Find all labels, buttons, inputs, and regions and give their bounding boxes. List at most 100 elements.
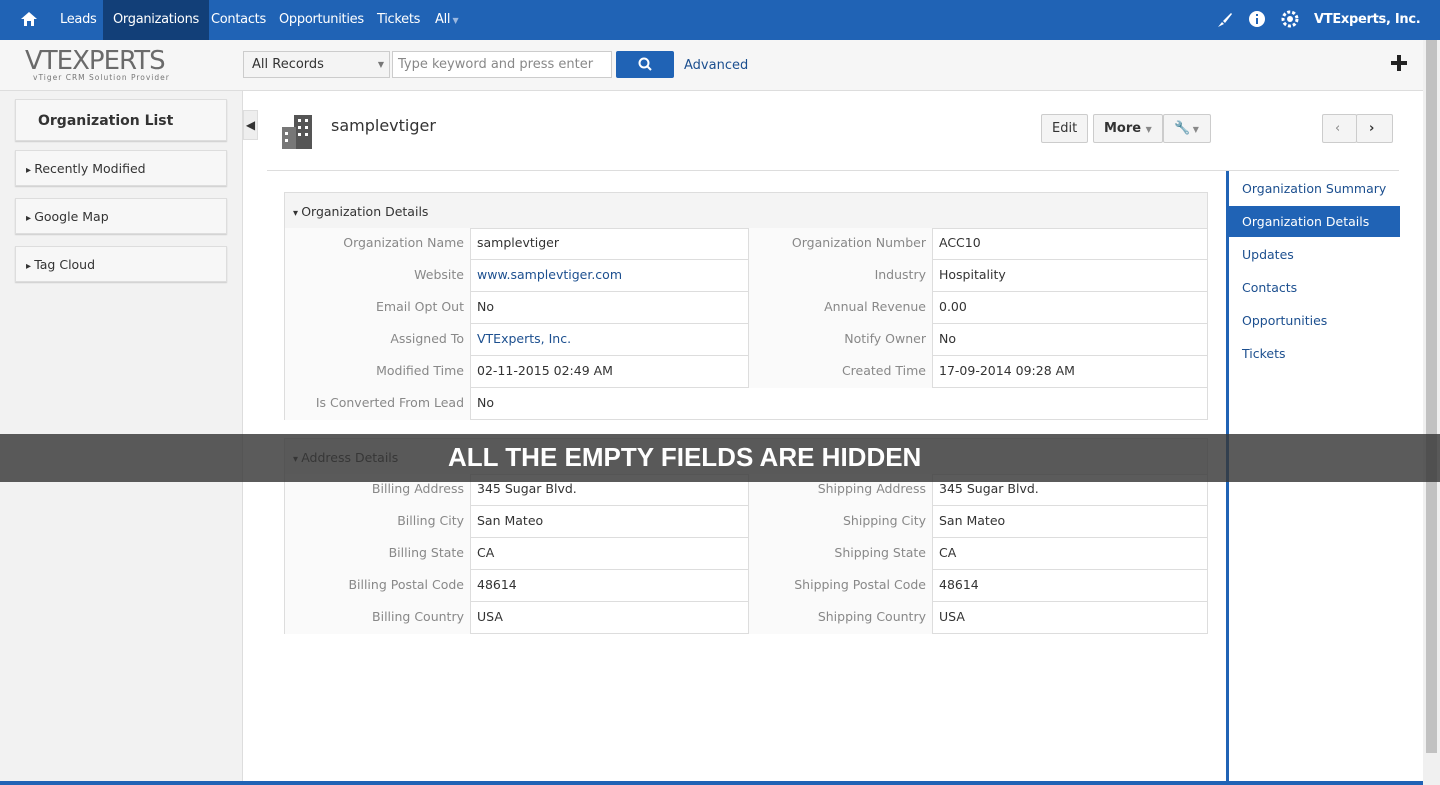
field-value[interactable]: VTExperts, Inc. bbox=[471, 324, 749, 356]
sidebar-item-text: Recently Modified bbox=[34, 161, 146, 176]
field-value: samplevtiger bbox=[471, 228, 749, 260]
field-value: San Mateo bbox=[471, 506, 749, 538]
field-label: Industry bbox=[749, 260, 933, 292]
field-label: Organization Name bbox=[285, 228, 471, 260]
more-text: More bbox=[1104, 121, 1142, 136]
logo-tagline: vTiger CRM Solution Provider bbox=[33, 73, 170, 82]
field-row: Billing State CA Shipping State CA bbox=[284, 538, 1208, 570]
field-row: Email Opt Out No Annual Revenue 0.00 bbox=[284, 292, 1208, 324]
collapse-toggle[interactable]: ◀ bbox=[243, 110, 258, 140]
nav-item[interactable]: Organizations bbox=[103, 0, 209, 40]
next-button[interactable]: › bbox=[1356, 114, 1393, 143]
field-label: Created Time bbox=[749, 356, 933, 388]
field-row: Billing City San Mateo Shipping City San Ma… bbox=[284, 506, 1208, 538]
field-value: No bbox=[939, 331, 956, 346]
tools-button[interactable]: 🔧 ▼ bbox=[1163, 114, 1211, 143]
field-label: Shipping City bbox=[749, 506, 933, 538]
field-row: Website www.samplevtiger.com Industry Hospi… bbox=[284, 260, 1208, 292]
field-value: No bbox=[477, 395, 494, 410]
field-row: Assigned To VTExperts, Inc. Notify Owner No bbox=[284, 324, 1208, 356]
field-row: Organization Name samplevtiger Organizatio… bbox=[284, 228, 1208, 260]
field-label: Email Opt Out bbox=[285, 292, 471, 324]
scope-text: All Records bbox=[252, 57, 324, 72]
field-value: Hospitality bbox=[939, 267, 1006, 282]
org-icon bbox=[282, 115, 312, 149]
field-value: ACC10 bbox=[939, 235, 981, 250]
field-value: 48614 bbox=[939, 577, 979, 592]
add-icon[interactable] bbox=[1390, 54, 1408, 72]
nav-item[interactable]: Contacts bbox=[211, 12, 266, 27]
info-icon[interactable] bbox=[1248, 10, 1266, 28]
divider bbox=[267, 170, 1399, 171]
field-value[interactable]: www.samplevtiger.com bbox=[471, 260, 749, 292]
field-row: Modified Time 02-11-2015 02:49 AM Created … bbox=[284, 356, 1208, 388]
field-label: Annual Revenue bbox=[749, 292, 933, 324]
field-value: CA bbox=[471, 538, 749, 570]
field-label: Shipping Country bbox=[749, 602, 933, 634]
field-value: 345 Sugar Blvd. bbox=[471, 474, 749, 506]
footer-bar bbox=[0, 781, 1423, 785]
search-button[interactable] bbox=[616, 51, 674, 78]
field-value: 17-09-2014 09:28 AM bbox=[939, 363, 1075, 378]
brush-icon[interactable] bbox=[1215, 10, 1235, 30]
field-row: Billing Postal Code 48614 Shipping Postal … bbox=[284, 570, 1208, 602]
related-link[interactable]: Organization Details bbox=[1228, 206, 1400, 237]
field-row: Billing Country USA Shipping Country USA bbox=[284, 602, 1208, 634]
related-link[interactable]: Updates bbox=[1242, 247, 1294, 262]
nav-item[interactable]: Opportunities bbox=[279, 12, 364, 27]
field-row: Is Converted From Lead No bbox=[284, 388, 1208, 420]
field-label: Billing City bbox=[285, 506, 471, 538]
edit-button[interactable]: Edit bbox=[1041, 114, 1089, 143]
field-label: Billing State bbox=[285, 538, 471, 570]
field-label: Billing Country bbox=[285, 602, 471, 634]
nav-item[interactable]: Leads bbox=[60, 12, 97, 27]
sidebar-item-text: Tag Cloud bbox=[34, 257, 96, 272]
block-title: Organization Details bbox=[301, 204, 429, 219]
sidebar-title: Organization List bbox=[15, 99, 227, 141]
nav-item[interactable]: Tickets bbox=[377, 12, 421, 27]
top-nav: VTExperts, Inc. ▼ Leads OrganizationsCont… bbox=[0, 0, 1440, 66]
banner: ALL THE EMPTY FIELDS ARE HIDDEN bbox=[0, 434, 1440, 482]
field-label: Shipping Postal Code bbox=[749, 570, 933, 602]
home-icon[interactable] bbox=[20, 10, 38, 28]
field-label: Modified Time bbox=[285, 356, 471, 388]
field-value: CA bbox=[939, 545, 957, 560]
field-label: Assigned To bbox=[285, 324, 471, 356]
field-label: Shipping State bbox=[749, 538, 933, 570]
sidebar-item[interactable]: ▸ Recently Modified bbox=[15, 150, 227, 186]
field-value: USA bbox=[471, 602, 749, 634]
banner-text: ALL THE EMPTY FIELDS ARE HIDDEN bbox=[448, 442, 922, 472]
field-value: No bbox=[471, 292, 749, 324]
user-menu[interactable]: VTExperts, Inc. ▼ bbox=[1304, 0, 1440, 66]
user-name[interactable]: VTExperts, Inc. bbox=[1314, 12, 1421, 27]
record-name: samplevtiger bbox=[331, 116, 436, 135]
field-value: 345 Sugar Blvd. bbox=[939, 481, 1039, 496]
settings-icon[interactable] bbox=[1281, 10, 1299, 28]
sidebar-item-text: Google Map bbox=[34, 209, 109, 224]
advanced-link[interactable]: Advanced bbox=[684, 58, 749, 73]
field-value: 48614 bbox=[471, 570, 749, 602]
search-bar: VTEXPERTS vTiger CRM Solution Provider A… bbox=[0, 40, 1423, 91]
field-label: Organization Number bbox=[749, 228, 933, 260]
related-link[interactable]: Tickets bbox=[1242, 346, 1286, 361]
search-input[interactable]: Type keyword and press enter bbox=[392, 51, 612, 78]
nav-item[interactable]: All ▼ bbox=[435, 12, 459, 27]
field-value: 0.00 bbox=[939, 299, 967, 314]
more-button[interactable]: More ▼ bbox=[1093, 114, 1163, 143]
related-link[interactable]: Organization Summary bbox=[1242, 181, 1387, 196]
sidebar-item[interactable]: ▸ Tag Cloud bbox=[15, 246, 227, 282]
field-value: 02-11-2015 02:49 AM bbox=[471, 356, 749, 388]
scope-select[interactable]: All Records ▼ bbox=[243, 51, 390, 78]
field-value: USA bbox=[939, 609, 965, 624]
field-label: Is Converted From Lead bbox=[285, 388, 471, 420]
scrollbar bbox=[1423, 40, 1440, 785]
logo[interactable]: VTEXPERTS bbox=[25, 46, 166, 76]
block-header[interactable]: ▾ Organization Details bbox=[284, 192, 1208, 229]
field-label: Website bbox=[285, 260, 471, 292]
prev-button[interactable]: ‹ bbox=[1322, 114, 1357, 143]
related-link[interactable]: Contacts bbox=[1242, 280, 1298, 295]
field-label: Notify Owner bbox=[749, 324, 933, 356]
related-link[interactable]: Opportunities bbox=[1242, 313, 1328, 328]
sidebar-item[interactable]: ▸ Google Map bbox=[15, 198, 227, 234]
